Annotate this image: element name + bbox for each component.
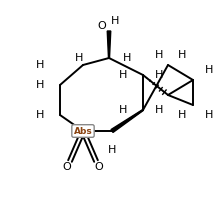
Text: O: O (95, 162, 103, 172)
Text: H: H (205, 110, 213, 120)
Text: O: O (97, 21, 106, 31)
Text: H: H (178, 110, 186, 120)
Text: H: H (178, 50, 186, 60)
Text: H: H (155, 50, 163, 60)
Text: H: H (108, 145, 116, 155)
Text: H: H (75, 53, 83, 63)
Text: Abs: Abs (74, 127, 92, 135)
Text: H: H (119, 105, 127, 115)
Text: H: H (123, 53, 131, 63)
Text: H: H (36, 60, 44, 70)
Text: H: H (155, 70, 163, 80)
Text: H: H (119, 70, 127, 80)
Text: O: O (63, 162, 71, 172)
Text: H: H (36, 80, 44, 90)
Polygon shape (107, 31, 111, 58)
Text: H: H (36, 110, 44, 120)
Text: H: H (155, 105, 163, 115)
Text: H: H (111, 16, 119, 26)
Text: H: H (205, 65, 213, 75)
Polygon shape (111, 109, 143, 132)
